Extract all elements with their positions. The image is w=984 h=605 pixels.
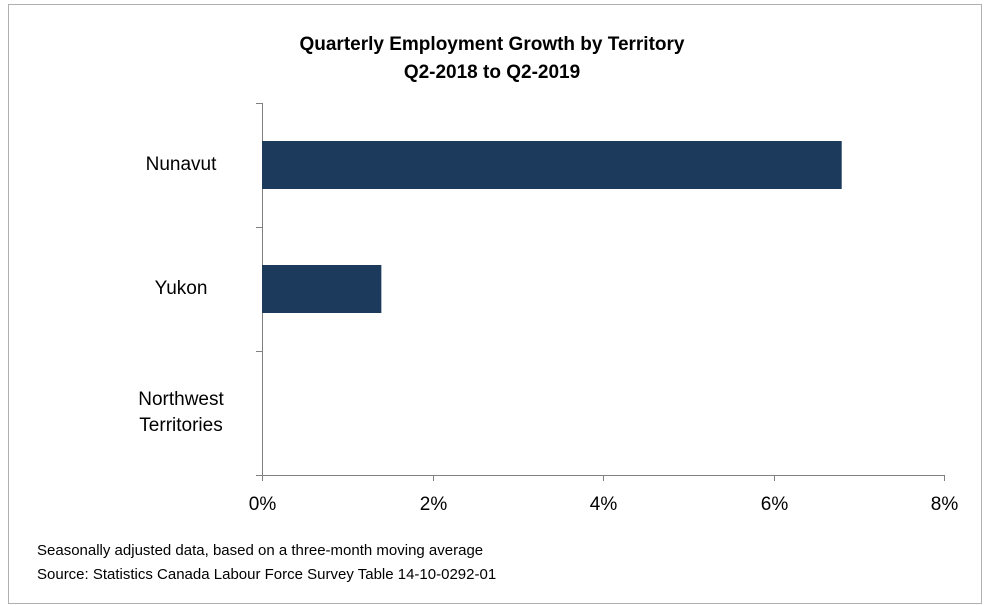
chart-border: [8, 4, 982, 604]
x-tick-label: 8%: [930, 494, 959, 515]
y-tick-label: Yukon: [154, 278, 208, 299]
annotation: Seasonally adjusted data, based on a thr…: [37, 542, 484, 559]
chart-title: Quarterly Employment Growth by Territory: [299, 34, 685, 55]
bar: [262, 265, 382, 313]
x-tick-label: 2%: [419, 494, 448, 515]
bar: [262, 141, 842, 189]
x-tick-label: 0%: [248, 494, 277, 515]
y-tick-label: Nunavut: [145, 154, 217, 175]
x-tick-label: 6%: [760, 494, 789, 515]
y-tick-label: Northwest Territories: [138, 389, 224, 436]
annotation: Source: Statistics Canada Labour Force S…: [37, 566, 497, 583]
x-tick-label: 4%: [589, 494, 618, 515]
chart-subtitle: Q2-2018 to Q2-2019: [403, 62, 581, 83]
